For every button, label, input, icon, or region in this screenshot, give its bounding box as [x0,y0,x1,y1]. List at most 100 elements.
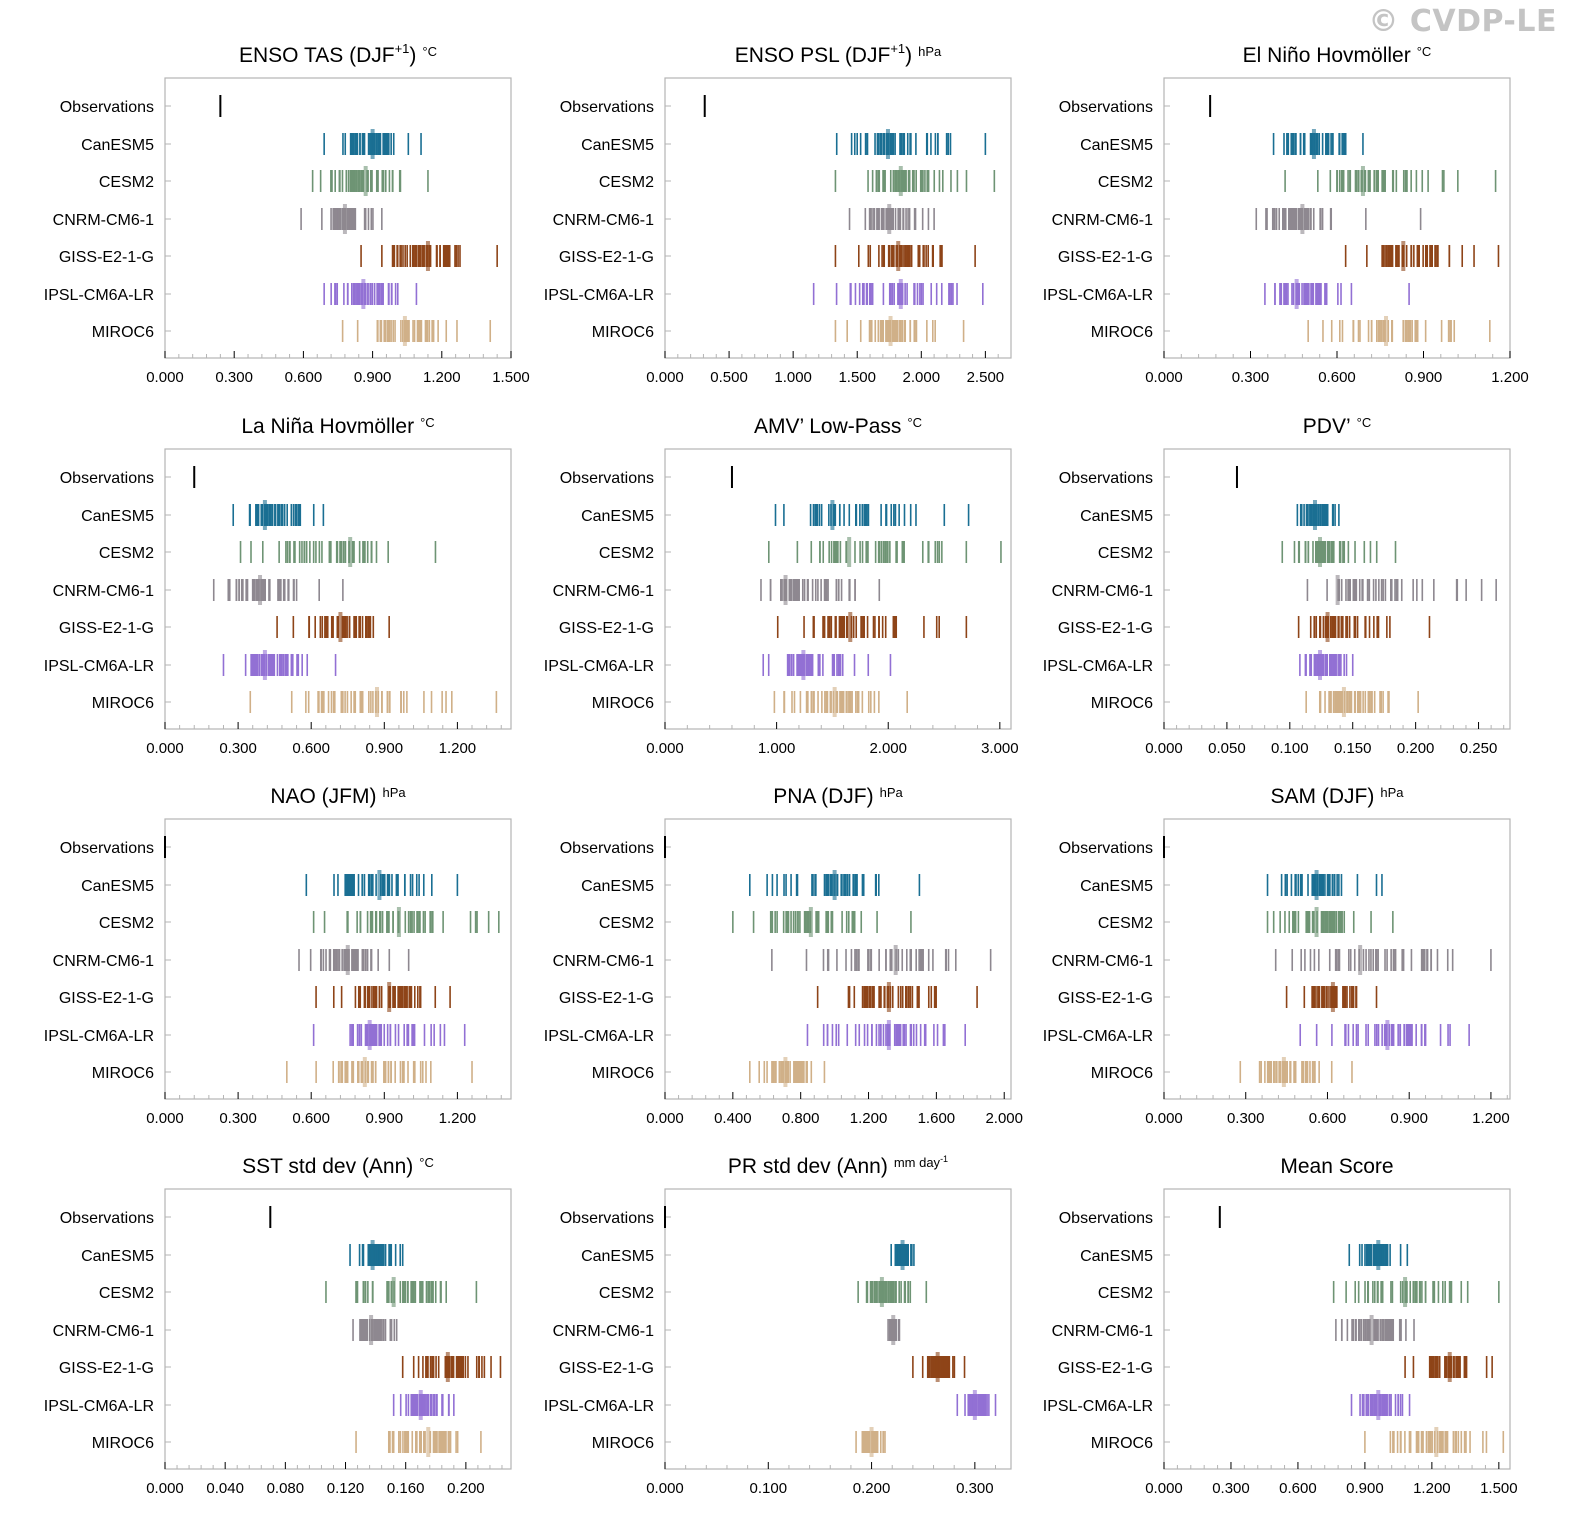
series-giss-e2-1-g [315,982,451,1012]
model-label: Observations [1059,840,1153,857]
panel-title: SAM (DJF) hPa [1271,785,1405,808]
model-label: IPSL-CM6A-LR [1043,1398,1153,1415]
series-cesm2 [732,907,912,937]
model-label: CanESM5 [81,1248,154,1265]
series-cesm2 [239,537,437,567]
series-cesm2 [834,166,996,196]
plot-frame [664,77,1012,359]
series-cesm2 [1332,1277,1500,1307]
x-tick-label: 0.900 [1390,1110,1428,1127]
series-cnrm-cm6-1 [760,575,881,605]
model-label: MIROC6 [592,1435,654,1452]
series-canesm5 [305,870,459,900]
model-label: GISS-E2-1-G [1058,620,1153,637]
series-ipsl-cm6a-lr [1299,1020,1470,1050]
model-label: GISS-E2-1-G [559,1360,654,1377]
series-ipsl-cm6a-lr [806,1020,967,1050]
x-tick-label: 0.000 [1145,1480,1183,1497]
panel-2: ENSO PSL (DJF+1) hPa Observations CanESM5 CE… [544,41,1012,386]
model-label: GISS-E2-1-G [1058,1360,1153,1377]
panel-1: ENSO TAS (DJF+1) °C Observations CanESM5 CES… [44,41,530,386]
model-label: IPSL-CM6A-LR [44,287,154,304]
series-canesm5 [749,870,921,900]
series-ipsl-cm6a-lr [1264,279,1410,309]
x-tick-label: 2.000 [903,369,941,386]
series-cnrm-cm6-1 [887,1315,901,1345]
x-tick-label: 1.000 [774,369,812,386]
x-tick-label: 0.300 [219,1110,257,1127]
x-tick-label: 0.200 [1397,740,1435,757]
panel-11: PR std dev (Ann) mm day-1 Observations CanE… [544,1154,1012,1497]
model-label: CNRM-CM6-1 [1052,953,1153,970]
series-ipsl-cm6a-lr [956,1390,997,1420]
series-ipsl-cm6a-lr [222,650,337,680]
series-giss-e2-1-g [360,241,498,271]
model-label: CNRM-CM6-1 [553,953,654,970]
panel-title: PDV’ °C [1303,415,1371,438]
series-giss-e2-1-g [1344,241,1500,271]
series-cnrm-cm6-1 [212,575,344,605]
model-label: GISS-E2-1-G [59,1360,154,1377]
model-label: CanESM5 [1080,137,1153,154]
model-label: Observations [60,470,154,487]
x-tick-label: 0.000 [1145,1110,1183,1127]
x-tick-label: 0.200 [853,1480,891,1497]
series-cesm2 [311,166,429,196]
model-label: CNRM-CM6-1 [53,212,154,229]
panel-title: NAO (JFM) hPa [270,785,406,808]
plot-frame [664,1188,1012,1470]
plot-frame [164,448,512,730]
model-label: MIROC6 [92,1065,154,1082]
x-tick-label: 0.300 [219,740,257,757]
x-tick-label: 0.300 [215,369,253,386]
model-label: Observations [560,99,654,116]
series-ipsl-cm6a-lr [323,279,418,309]
panel-10: SST std dev (Ann) °C Observations CanESM5 CE… [44,1155,512,1497]
model-label: CESM2 [599,545,654,562]
series-cesm2 [857,1277,928,1307]
x-tick-label: 0.300 [956,1480,994,1497]
model-label: CESM2 [1098,174,1153,191]
x-tick-label: 1.200 [439,740,477,757]
model-label: Observations [560,840,654,857]
x-tick-label: 0.600 [1279,1480,1317,1497]
model-label: Observations [560,1210,654,1227]
x-tick-label: 0.000 [146,369,184,386]
model-label: MIROC6 [1091,1065,1153,1082]
series-ipsl-cm6a-lr [312,1020,466,1050]
x-tick-label: 1.500 [492,369,530,386]
panel-title: AMV’ Low-Pass °C [754,415,922,438]
panel-3: El Niño Hovmöller °C Observations CanESM5 CE… [1043,44,1529,386]
plot-frame [1163,77,1511,359]
series-ipsl-cm6a-lr [1350,1390,1411,1420]
model-label: GISS-E2-1-G [559,620,654,637]
x-tick-label: 1.500 [838,369,876,386]
x-tick-label: 1.200 [423,369,461,386]
series-miroc6 [855,1427,886,1457]
series-miroc6 [1307,316,1491,346]
x-tick-label: 0.000 [1145,369,1183,386]
series-canesm5 [349,1240,404,1270]
x-tick-label: 3.000 [981,740,1019,757]
x-tick-label: 0.100 [1271,740,1309,757]
model-label: CNRM-CM6-1 [553,1323,654,1340]
series-ipsl-cm6a-lr [392,1390,455,1420]
panel-title: ENSO PSL (DJF+1) hPa [735,41,942,67]
model-label: MIROC6 [1091,1435,1153,1452]
series-giss-e2-1-g [834,241,976,271]
model-label: GISS-E2-1-G [59,620,154,637]
series-giss-e2-1-g [816,982,978,1012]
series-giss-e2-1-g [401,1352,502,1382]
model-label: IPSL-CM6A-LR [44,1398,154,1415]
model-label: MIROC6 [92,324,154,341]
series-cesm2 [767,537,1002,567]
x-tick-label: 1.600 [918,1110,956,1127]
x-tick-label: 0.000 [646,369,684,386]
model-label: CESM2 [599,1285,654,1302]
series-cnrm-cm6-1 [1306,575,1497,605]
series-cnrm-cm6-1 [1335,1315,1415,1345]
panel-12: Mean Score Observations CanESM5 CESM2 CNRM-C… [1043,1155,1518,1497]
model-label: GISS-E2-1-G [59,990,154,1007]
model-label: IPSL-CM6A-LR [544,658,654,675]
model-label: Observations [1059,470,1153,487]
